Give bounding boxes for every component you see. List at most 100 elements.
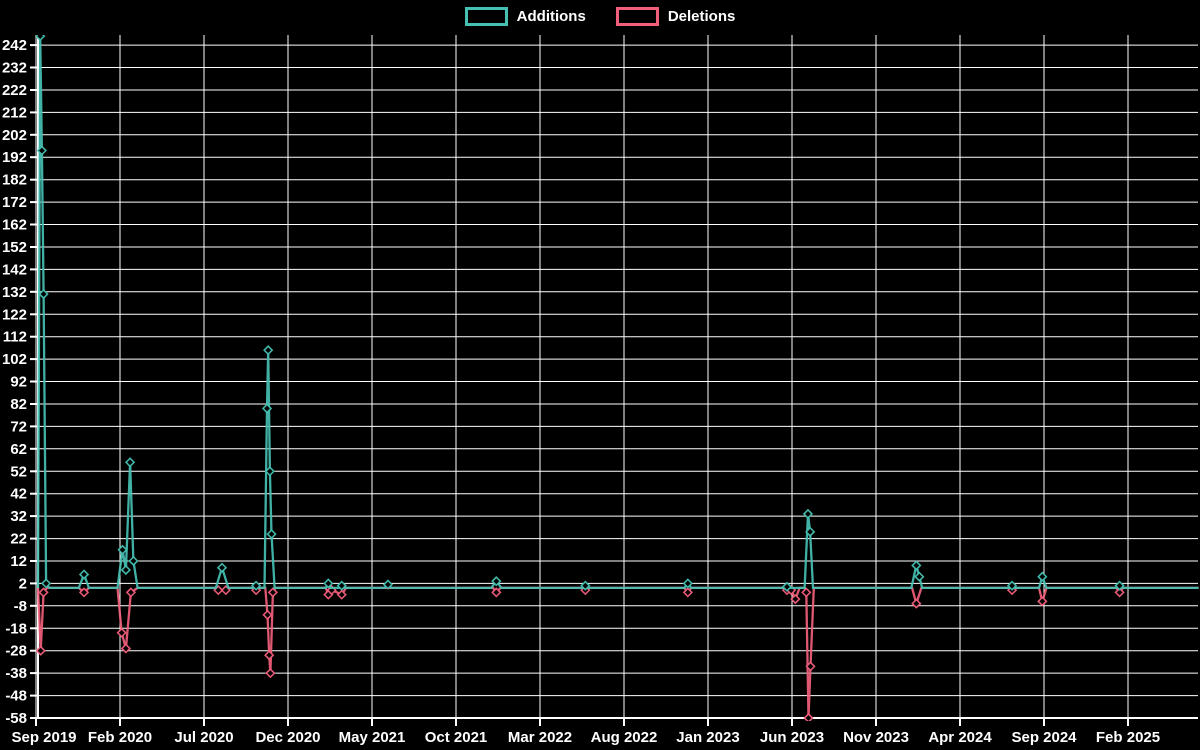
y-tick-label: 212 bbox=[2, 104, 27, 121]
y-tick-label: -58 bbox=[5, 710, 27, 727]
additions-point-marker bbox=[805, 526, 816, 537]
x-tick-label: Aug 2022 bbox=[591, 729, 658, 746]
y-tick-label: 172 bbox=[2, 194, 27, 211]
additions-point-marker bbox=[682, 578, 693, 589]
additions-point-marker bbox=[781, 581, 793, 592]
x-tick-label: Mar 2022 bbox=[508, 729, 572, 746]
y-tick-label: 152 bbox=[2, 239, 27, 256]
legend-label-additions: Additions bbox=[516, 8, 586, 25]
deletions-point-marker bbox=[682, 587, 693, 598]
y-tick-label: 162 bbox=[2, 217, 27, 234]
y-tick-label: 122 bbox=[2, 306, 27, 323]
additions-point-marker bbox=[336, 580, 347, 591]
additions-point-marker bbox=[117, 544, 128, 555]
deletions-point-marker bbox=[125, 587, 137, 598]
x-tick-label: Sep 2019 bbox=[11, 729, 76, 746]
y-tick-label: 232 bbox=[2, 60, 27, 77]
y-tick-label: 142 bbox=[2, 261, 27, 278]
y-tick-label: 32 bbox=[10, 508, 27, 525]
x-tick-label: Apr 2024 bbox=[928, 729, 992, 746]
y-tick-label: 192 bbox=[2, 149, 27, 166]
additions-point-marker bbox=[128, 555, 139, 567]
y-tick-label: -48 bbox=[5, 688, 27, 705]
series-additions bbox=[36, 35, 1199, 592]
additions-line bbox=[36, 36, 1199, 590]
additions-point-marker bbox=[1006, 580, 1018, 591]
deletions-point-marker bbox=[36, 645, 46, 656]
y-axis-ticks: 2422322222122021921821721621521421321221… bbox=[2, 37, 38, 727]
deletions-point-marker bbox=[790, 593, 801, 605]
x-tick-label: May 2021 bbox=[339, 729, 406, 746]
y-tick-label: 22 bbox=[10, 531, 27, 548]
additions-point-marker bbox=[1114, 580, 1125, 591]
legend-item-deletions[interactable]: Deletions bbox=[615, 7, 736, 26]
deletions-point-marker bbox=[801, 587, 812, 598]
additions-point-marker bbox=[78, 569, 90, 580]
deletions-line bbox=[36, 586, 1199, 719]
x-tick-label: Jul 2020 bbox=[174, 729, 233, 746]
x-axis-ticks: Sep 2019 Feb 2020 Jul 2020 Dec 2020 May 2021… bbox=[11, 718, 1160, 746]
additions-point-marker bbox=[264, 466, 275, 477]
chart-legend: Additions Deletions bbox=[0, 7, 1200, 26]
deletions-point-marker bbox=[38, 587, 49, 598]
deletions-point-marker bbox=[336, 589, 347, 600]
y-tick-label: 62 bbox=[10, 441, 27, 458]
horizontal-gridlines bbox=[38, 44, 1198, 719]
additions-point-marker bbox=[36, 35, 46, 42]
y-tick-label: 222 bbox=[2, 82, 27, 99]
additions-point-marker bbox=[491, 576, 502, 587]
additions-point-marker bbox=[261, 403, 273, 414]
additions-point-marker bbox=[216, 562, 228, 573]
deletions-point-marker bbox=[491, 587, 502, 598]
y-tick-label: 72 bbox=[10, 418, 27, 435]
additions-point-marker bbox=[263, 345, 274, 356]
additions-point-marker bbox=[38, 288, 49, 300]
deletions-point-marker bbox=[1114, 587, 1125, 598]
y-tick-label: -18 bbox=[5, 620, 27, 637]
additions-point-marker bbox=[323, 578, 334, 589]
y-tick-label: 2 bbox=[19, 575, 27, 592]
x-tick-label: Dec 2020 bbox=[255, 729, 320, 746]
y-tick-label: 52 bbox=[10, 463, 27, 480]
y-tick-label: 182 bbox=[2, 172, 27, 189]
series-deletions bbox=[36, 585, 1199, 721]
additions-point-marker bbox=[911, 560, 922, 571]
deletions-point-marker bbox=[803, 712, 814, 721]
legend-label-deletions: Deletions bbox=[667, 8, 736, 25]
x-tick-label: Sep 2024 bbox=[1011, 729, 1077, 746]
deletions-point-marker bbox=[805, 661, 816, 672]
deletions-point-marker bbox=[116, 627, 127, 638]
y-tick-label: 12 bbox=[10, 553, 27, 570]
additions-point-marker bbox=[802, 508, 814, 520]
y-tick-label: 92 bbox=[10, 374, 27, 391]
deletions-point-marker bbox=[911, 598, 922, 609]
deletions-point-marker bbox=[1037, 596, 1048, 607]
vertical-gridlines bbox=[35, 35, 1129, 718]
y-tick-label: 132 bbox=[2, 284, 27, 301]
x-tick-label: Feb 2025 bbox=[1096, 729, 1160, 746]
y-tick-label: -8 bbox=[14, 598, 27, 615]
x-tick-label: Feb 2020 bbox=[88, 729, 152, 746]
x-tick-label: Oct 2021 bbox=[425, 729, 488, 746]
additions-point-marker bbox=[1037, 571, 1048, 582]
y-tick-label: 112 bbox=[3, 329, 27, 346]
x-tick-label: Nov 2023 bbox=[843, 729, 909, 746]
y-tick-label: 82 bbox=[10, 396, 27, 413]
additions-point-marker bbox=[120, 564, 132, 576]
deletions-point-marker bbox=[78, 587, 90, 598]
y-tick-label: 102 bbox=[2, 351, 27, 368]
deletions-point-marker bbox=[120, 643, 132, 654]
additions-point-marker bbox=[250, 580, 262, 591]
legend-item-additions[interactable]: Additions bbox=[464, 7, 586, 26]
additions-point-marker bbox=[40, 578, 52, 589]
deletions-point-marker bbox=[262, 609, 273, 620]
y-tick-label: 42 bbox=[10, 486, 27, 503]
additions-point-marker bbox=[914, 571, 925, 582]
additions-point-marker bbox=[124, 457, 136, 468]
x-tick-label: Jun 2023 bbox=[760, 729, 824, 746]
x-tick-label: Jan 2023 bbox=[676, 729, 739, 746]
axes bbox=[37, 35, 1198, 719]
